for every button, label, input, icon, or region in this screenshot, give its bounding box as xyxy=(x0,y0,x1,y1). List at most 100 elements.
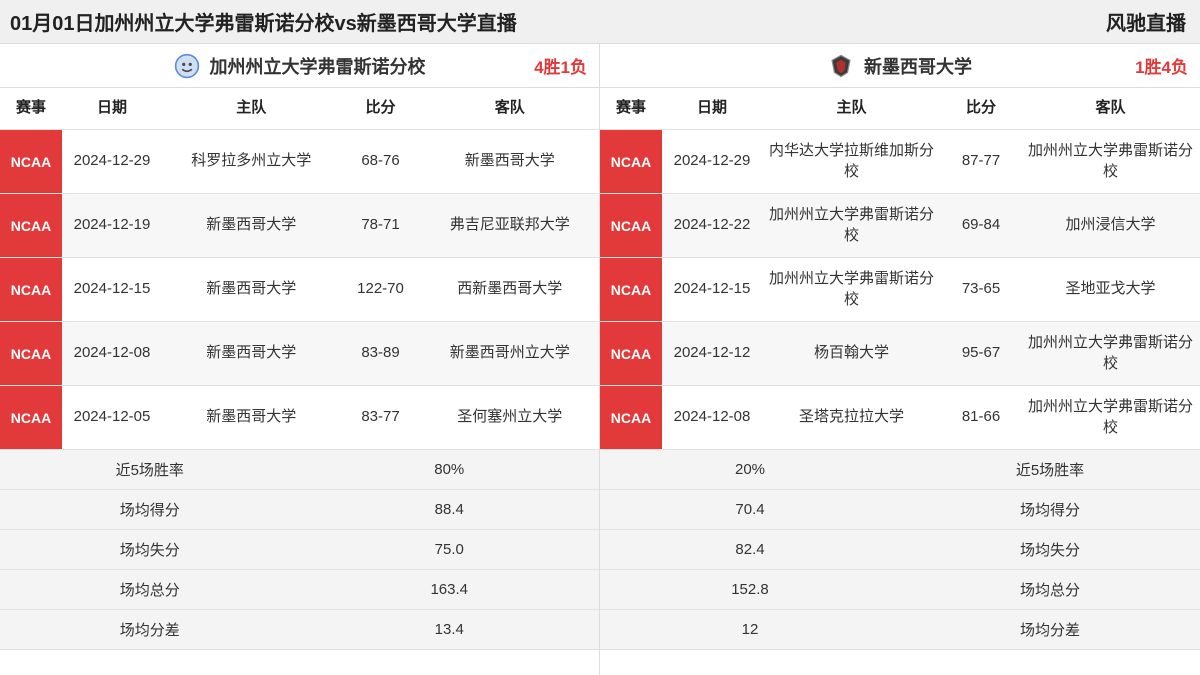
summary-label: 场均分差 xyxy=(0,619,300,640)
cell-score: 73-65 xyxy=(941,275,1021,303)
summary-row: 场均得分 88.4 xyxy=(0,490,599,530)
cell-away: 新墨西哥大学 xyxy=(421,147,600,175)
left-table-header: 赛事 日期 主队 比分 客队 xyxy=(0,88,599,130)
summary-row: 近5场胜率 80% xyxy=(0,450,599,490)
cell-home: 新墨西哥大学 xyxy=(162,211,341,239)
event-tag: NCAA xyxy=(600,194,662,257)
col-date: 日期 xyxy=(662,94,762,122)
cell-date: 2024-12-29 xyxy=(662,147,762,175)
bulldog-icon xyxy=(174,53,200,79)
left-record: 4胜1负 xyxy=(534,53,587,78)
cell-score: 87-77 xyxy=(941,147,1021,175)
summary-value: 12 xyxy=(600,621,900,638)
summary-label: 近5场胜率 xyxy=(900,459,1200,480)
summary-value: 152.8 xyxy=(600,581,900,598)
col-home: 主队 xyxy=(162,94,341,122)
cell-away: 圣地亚戈大学 xyxy=(1021,275,1200,303)
left-panel: 加州州立大学弗雷斯诺分校 4胜1负 赛事 日期 主队 比分 客队 NCAA202… xyxy=(0,44,600,675)
summary-row: 70.4 场均得分 xyxy=(600,490,1200,530)
table-row[interactable]: NCAA2024-12-29内华达大学拉斯维加斯分校87-77加州州立大学弗雷斯… xyxy=(600,130,1200,194)
table-row[interactable]: NCAA2024-12-05新墨西哥大学83-77圣何塞州立大学 xyxy=(0,386,599,450)
event-tag: NCAA xyxy=(0,194,62,257)
cell-score: 69-84 xyxy=(941,211,1021,239)
summary-row: 场均失分 75.0 xyxy=(0,530,599,570)
cell-away: 加州浸信大学 xyxy=(1021,211,1200,239)
right-team-header: 新墨西哥大学 1胜4负 xyxy=(600,44,1200,88)
right-panel: 新墨西哥大学 1胜4负 赛事 日期 主队 比分 客队 NCAA2024-12-2… xyxy=(600,44,1200,675)
left-team-header: 加州州立大学弗雷斯诺分校 4胜1负 xyxy=(0,44,599,88)
summary-row: 152.8 场均总分 xyxy=(600,570,1200,610)
table-row[interactable]: NCAA2024-12-12杨百翰大学95-67加州州立大学弗雷斯诺分校 xyxy=(600,322,1200,386)
brand-label: 风驰直播 xyxy=(1106,7,1186,36)
table-row[interactable]: NCAA2024-12-08新墨西哥大学83-89新墨西哥州立大学 xyxy=(0,322,599,386)
left-team-name: 加州州立大学弗雷斯诺分校 xyxy=(210,53,426,79)
table-row[interactable]: NCAA2024-12-15加州州立大学弗雷斯诺分校73-65圣地亚戈大学 xyxy=(600,258,1200,322)
table-row[interactable]: NCAA2024-12-19新墨西哥大学78-71弗吉尼亚联邦大学 xyxy=(0,194,599,258)
event-tag: NCAA xyxy=(0,130,62,193)
event-tag: NCAA xyxy=(600,130,662,193)
summary-value: 75.0 xyxy=(300,541,600,558)
col-away: 客队 xyxy=(1021,94,1200,122)
summary-label: 场均失分 xyxy=(0,539,300,560)
summary-label: 场均失分 xyxy=(900,539,1200,560)
col-away: 客队 xyxy=(421,94,600,122)
cell-home: 新墨西哥大学 xyxy=(162,403,341,431)
table-row[interactable]: NCAA2024-12-29科罗拉多州立大学68-76新墨西哥大学 xyxy=(0,130,599,194)
summary-row: 20% 近5场胜率 xyxy=(600,450,1200,490)
table-row[interactable]: NCAA2024-12-15新墨西哥大学122-70西新墨西哥大学 xyxy=(0,258,599,322)
event-tag: NCAA xyxy=(0,258,62,321)
cell-score: 83-77 xyxy=(341,403,421,431)
col-event: 赛事 xyxy=(600,94,662,122)
col-date: 日期 xyxy=(62,94,162,122)
cell-date: 2024-12-15 xyxy=(62,275,162,303)
event-tag: NCAA xyxy=(0,322,62,385)
cell-home: 内华达大学拉斯维加斯分校 xyxy=(762,137,941,186)
cell-home: 新墨西哥大学 xyxy=(162,275,341,303)
summary-row: 82.4 场均失分 xyxy=(600,530,1200,570)
event-tag: NCAA xyxy=(0,386,62,449)
cell-away: 西新墨西哥大学 xyxy=(421,275,600,303)
col-score: 比分 xyxy=(341,94,421,122)
stats-panels: 加州州立大学弗雷斯诺分校 4胜1负 赛事 日期 主队 比分 客队 NCAA202… xyxy=(0,44,1200,675)
event-tag: NCAA xyxy=(600,258,662,321)
cell-home: 新墨西哥大学 xyxy=(162,339,341,367)
summary-row: 场均总分 163.4 xyxy=(0,570,599,610)
event-tag: NCAA xyxy=(600,322,662,385)
cell-score: 78-71 xyxy=(341,211,421,239)
page-title: 01月01日加州州立大学弗雷斯诺分校vs新墨西哥大学直播 xyxy=(10,7,517,36)
cell-date: 2024-12-08 xyxy=(662,403,762,431)
cell-away: 新墨西哥州立大学 xyxy=(421,339,600,367)
cell-home: 加州州立大学弗雷斯诺分校 xyxy=(762,201,941,250)
cell-home: 杨百翰大学 xyxy=(762,339,941,367)
cell-score: 83-89 xyxy=(341,339,421,367)
cell-away: 加州州立大学弗雷斯诺分校 xyxy=(1021,393,1200,442)
cell-date: 2024-12-29 xyxy=(62,147,162,175)
summary-value: 20% xyxy=(600,461,900,478)
summary-value: 88.4 xyxy=(300,501,600,518)
cell-away: 加州州立大学弗雷斯诺分校 xyxy=(1021,137,1200,186)
cell-away: 加州州立大学弗雷斯诺分校 xyxy=(1021,329,1200,378)
right-table-header: 赛事 日期 主队 比分 客队 xyxy=(600,88,1200,130)
table-row[interactable]: NCAA2024-12-08圣塔克拉拉大学81-66加州州立大学弗雷斯诺分校 xyxy=(600,386,1200,450)
cell-away: 圣何塞州立大学 xyxy=(421,403,600,431)
right-team-name: 新墨西哥大学 xyxy=(864,53,972,79)
summary-value: 13.4 xyxy=(300,621,600,638)
summary-value: 80% xyxy=(300,461,600,478)
lobo-icon xyxy=(828,53,854,79)
cell-date: 2024-12-12 xyxy=(662,339,762,367)
cell-score: 95-67 xyxy=(941,339,1021,367)
cell-date: 2024-12-22 xyxy=(662,211,762,239)
summary-label: 近5场胜率 xyxy=(0,459,300,480)
cell-date: 2024-12-15 xyxy=(662,275,762,303)
summary-value: 163.4 xyxy=(300,581,600,598)
col-event: 赛事 xyxy=(0,94,62,122)
cell-home: 科罗拉多州立大学 xyxy=(162,147,341,175)
right-record: 1胜4负 xyxy=(1135,53,1188,78)
summary-label: 场均总分 xyxy=(900,579,1200,600)
cell-home: 圣塔克拉拉大学 xyxy=(762,403,941,431)
event-tag: NCAA xyxy=(600,386,662,449)
summary-value: 70.4 xyxy=(600,501,900,518)
table-row[interactable]: NCAA2024-12-22加州州立大学弗雷斯诺分校69-84加州浸信大学 xyxy=(600,194,1200,258)
summary-label: 场均得分 xyxy=(900,499,1200,520)
page-header: 01月01日加州州立大学弗雷斯诺分校vs新墨西哥大学直播 风驰直播 xyxy=(0,0,1200,44)
